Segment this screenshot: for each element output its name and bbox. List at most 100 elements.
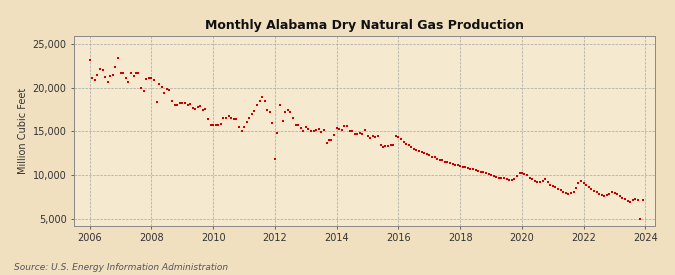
Point (375, 142, 386, 147)
Point (200, 107, 211, 111)
Point (478, 170, 489, 175)
Point (530, 179, 541, 183)
Point (316, 130, 327, 134)
Point (360, 128, 371, 132)
Point (342, 124, 352, 128)
Point (326, 138, 337, 142)
Point (504, 178, 514, 182)
Point (256, 95, 267, 99)
Point (437, 158, 448, 163)
Point (370, 134, 381, 139)
Point (221, 116, 232, 121)
Point (566, 191, 576, 196)
Point (254, 99, 265, 103)
Point (563, 192, 574, 196)
Point (195, 104, 206, 108)
Point (252, 103, 263, 108)
Point (429, 155, 440, 159)
Point (228, 117, 239, 122)
Point (432, 157, 443, 161)
Point (516, 171, 527, 175)
Point (573, 181, 584, 185)
Point (84, 58, 95, 62)
Point (239, 125, 250, 129)
Point (364, 135, 375, 140)
Point (408, 147, 419, 151)
Point (151, 100, 162, 104)
Point (398, 140, 409, 144)
Point (262, 108, 273, 112)
Point (110, 65, 121, 69)
Point (102, 80, 113, 84)
Point (434, 158, 445, 163)
Point (249, 109, 260, 114)
Point (367, 134, 378, 138)
Point (558, 189, 568, 194)
Point (560, 191, 571, 196)
Point (545, 182, 556, 187)
Point (638, 198, 649, 202)
Point (509, 177, 520, 182)
Point (632, 198, 643, 202)
Point (267, 121, 278, 125)
Point (205, 122, 216, 127)
Point (113, 55, 124, 60)
Point (488, 174, 499, 178)
Point (95, 67, 105, 71)
Point (614, 194, 625, 198)
Point (310, 128, 321, 132)
Point (144, 75, 155, 80)
Point (331, 126, 342, 130)
Point (279, 110, 290, 115)
Point (265, 110, 275, 115)
Point (596, 193, 607, 197)
Point (542, 180, 553, 184)
Point (169, 102, 180, 107)
Point (493, 175, 504, 180)
Point (468, 167, 479, 171)
Point (159, 91, 170, 95)
Point (576, 179, 587, 183)
Point (406, 145, 417, 149)
Point (622, 199, 633, 203)
Point (486, 173, 497, 177)
Point (128, 74, 139, 78)
Point (87, 76, 98, 81)
Point (604, 192, 615, 196)
Point (295, 126, 306, 130)
Point (612, 192, 622, 196)
Point (156, 85, 167, 89)
Point (599, 194, 610, 198)
Point (333, 127, 344, 131)
Point (620, 197, 630, 202)
Point (141, 77, 152, 81)
Point (514, 171, 525, 175)
Point (349, 132, 360, 136)
Point (154, 82, 165, 87)
Point (555, 188, 566, 192)
Point (290, 123, 301, 128)
Point (167, 99, 178, 103)
Title: Monthly Alabama Dry Natural Gas Production: Monthly Alabama Dry Natural Gas Producti… (205, 19, 524, 32)
Point (481, 171, 491, 175)
Point (362, 134, 373, 138)
Point (130, 71, 141, 75)
Point (288, 116, 298, 121)
Point (198, 108, 209, 112)
Point (450, 162, 460, 167)
Point (344, 128, 355, 133)
Point (568, 189, 579, 194)
Point (550, 185, 561, 189)
Y-axis label: Million Cubic Feet: Million Cubic Feet (18, 87, 28, 174)
Point (401, 141, 412, 146)
Point (396, 137, 406, 142)
Point (591, 190, 602, 195)
Point (377, 145, 388, 149)
Point (211, 122, 221, 127)
Point (234, 125, 244, 129)
Point (627, 198, 638, 202)
Point (218, 116, 229, 120)
Point (126, 71, 136, 75)
Point (578, 181, 589, 185)
Point (393, 134, 404, 139)
